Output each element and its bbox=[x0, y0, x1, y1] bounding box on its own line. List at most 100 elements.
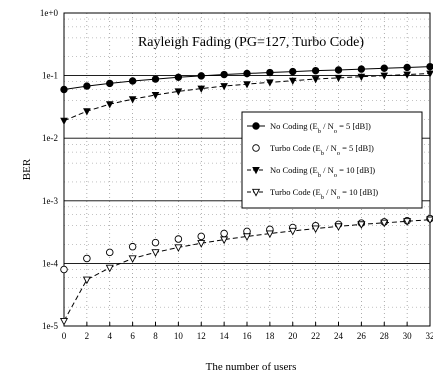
x-tick-label: 16 bbox=[243, 331, 253, 341]
series-3-point bbox=[403, 71, 411, 79]
y-tick-label: 1e+0 bbox=[40, 8, 59, 18]
x-tick-label: 0 bbox=[62, 331, 67, 341]
y-tick-label: 1e-1 bbox=[42, 71, 58, 81]
legend-marker bbox=[252, 167, 260, 175]
legend: No Coding (Eb / No = 5 [dB]) Turbo Code (… bbox=[241, 111, 423, 209]
legend-marker bbox=[251, 188, 261, 197]
series-4-point bbox=[380, 219, 389, 228]
series-2-point bbox=[220, 229, 228, 238]
series-2-point bbox=[197, 232, 205, 241]
series-3-point bbox=[220, 83, 228, 91]
x-tick-label: 4 bbox=[108, 331, 113, 341]
series-2-point bbox=[128, 242, 137, 251]
series-4-point bbox=[82, 276, 91, 285]
legend-marker bbox=[252, 122, 260, 130]
y-tick-label: 1e-3 bbox=[42, 196, 58, 206]
series-4-point bbox=[151, 249, 160, 257]
series-1-point bbox=[60, 85, 68, 94]
legend-label: Turbo Code (Eb / No = 5 [dB]) bbox=[270, 143, 374, 157]
series-4-point bbox=[288, 227, 297, 236]
series-3-point bbox=[60, 117, 68, 126]
series-1-point bbox=[311, 66, 320, 75]
series-2-point bbox=[174, 235, 183, 243]
x-tick-label: 20 bbox=[288, 331, 298, 341]
series-1-point bbox=[128, 77, 137, 85]
x-tick-label: 6 bbox=[130, 331, 135, 341]
series-4-line bbox=[63, 219, 431, 322]
x-tick-label: 10 bbox=[174, 331, 184, 341]
series-1-point bbox=[220, 70, 228, 79]
series-4-point bbox=[128, 255, 137, 264]
legend-box bbox=[241, 111, 423, 209]
series-4 bbox=[59, 216, 433, 326]
series-1-point bbox=[426, 62, 433, 71]
series-1 bbox=[60, 62, 433, 94]
series-layer bbox=[59, 62, 433, 326]
x-tick-label: 12 bbox=[197, 331, 206, 341]
x-tick-label: 28 bbox=[380, 331, 390, 341]
series-1-point bbox=[83, 82, 91, 90]
series-1-point bbox=[357, 65, 366, 73]
series-2 bbox=[60, 214, 433, 274]
series-3-point bbox=[334, 74, 343, 83]
series-1-point bbox=[380, 64, 388, 72]
series-4-point bbox=[105, 264, 114, 273]
series-3-point bbox=[128, 96, 137, 104]
y-tick-label: 1e-5 bbox=[42, 321, 58, 331]
x-tick-label: 18 bbox=[265, 331, 275, 341]
series-4-point bbox=[334, 223, 343, 231]
legend-label: Turbo Code (Eb / No = 10 [dB]) bbox=[270, 187, 378, 201]
series-3-point bbox=[83, 108, 91, 116]
series-3-point bbox=[357, 73, 366, 81]
series-1-point bbox=[403, 63, 411, 72]
chart-title: Rayleigh Fading (PG=127, Turbo Code) bbox=[138, 35, 364, 50]
series-2-point bbox=[60, 265, 68, 274]
series-2-point bbox=[105, 248, 114, 257]
series-3-point bbox=[288, 77, 297, 85]
series-4-point bbox=[311, 225, 320, 234]
series-4-point bbox=[425, 216, 433, 225]
series-1-point bbox=[266, 68, 274, 77]
series-4-point bbox=[197, 240, 206, 248]
series-3-point bbox=[105, 101, 114, 109]
legend-label: No Coding (Eb / No = 10 [dB]) bbox=[270, 165, 375, 179]
series-2-point bbox=[83, 254, 91, 263]
series-3-point bbox=[243, 81, 251, 89]
series-3-point bbox=[197, 85, 206, 93]
series-1-point bbox=[334, 66, 343, 74]
series-3-point bbox=[426, 70, 433, 78]
series-1-point bbox=[197, 72, 205, 80]
series-4-point bbox=[357, 221, 366, 229]
series-3-point bbox=[174, 88, 183, 96]
x-tick-label: 30 bbox=[403, 331, 413, 341]
series-1-point bbox=[174, 73, 183, 81]
series-1-point bbox=[289, 67, 297, 76]
series-1-point bbox=[243, 69, 251, 78]
series-4-point bbox=[174, 244, 183, 253]
x-tick-label: 32 bbox=[426, 331, 433, 341]
x-tick-label: 8 bbox=[153, 331, 158, 341]
x-tick-label: 22 bbox=[311, 331, 320, 341]
series-4-point bbox=[59, 317, 69, 326]
series-1-point bbox=[151, 75, 160, 83]
x-axis-title: The number of users bbox=[206, 361, 297, 373]
series-1-point bbox=[106, 79, 114, 88]
ticks: 0 2 4 6 8 10 12 14 16 18 20 22 24 26 28 30 321e-51e-41e-… bbox=[40, 8, 433, 341]
series-4-point bbox=[403, 218, 412, 226]
y-axis-title: BER bbox=[21, 158, 33, 180]
series-3-point bbox=[151, 92, 160, 100]
series-3-point bbox=[380, 72, 389, 80]
x-tick-label: 24 bbox=[334, 331, 344, 341]
series-2-point bbox=[151, 238, 160, 247]
series-3 bbox=[60, 70, 433, 126]
x-tick-label: 26 bbox=[357, 331, 367, 341]
x-tick-label: 14 bbox=[220, 331, 230, 341]
series-3-point bbox=[311, 76, 320, 84]
x-tick-label: 2 bbox=[85, 331, 90, 341]
series-4-point bbox=[242, 233, 252, 241]
y-tick-label: 1e-4 bbox=[42, 258, 58, 268]
y-tick-label: 1e-2 bbox=[42, 133, 58, 143]
legend-marker bbox=[252, 144, 260, 152]
series-4-point bbox=[220, 236, 229, 245]
